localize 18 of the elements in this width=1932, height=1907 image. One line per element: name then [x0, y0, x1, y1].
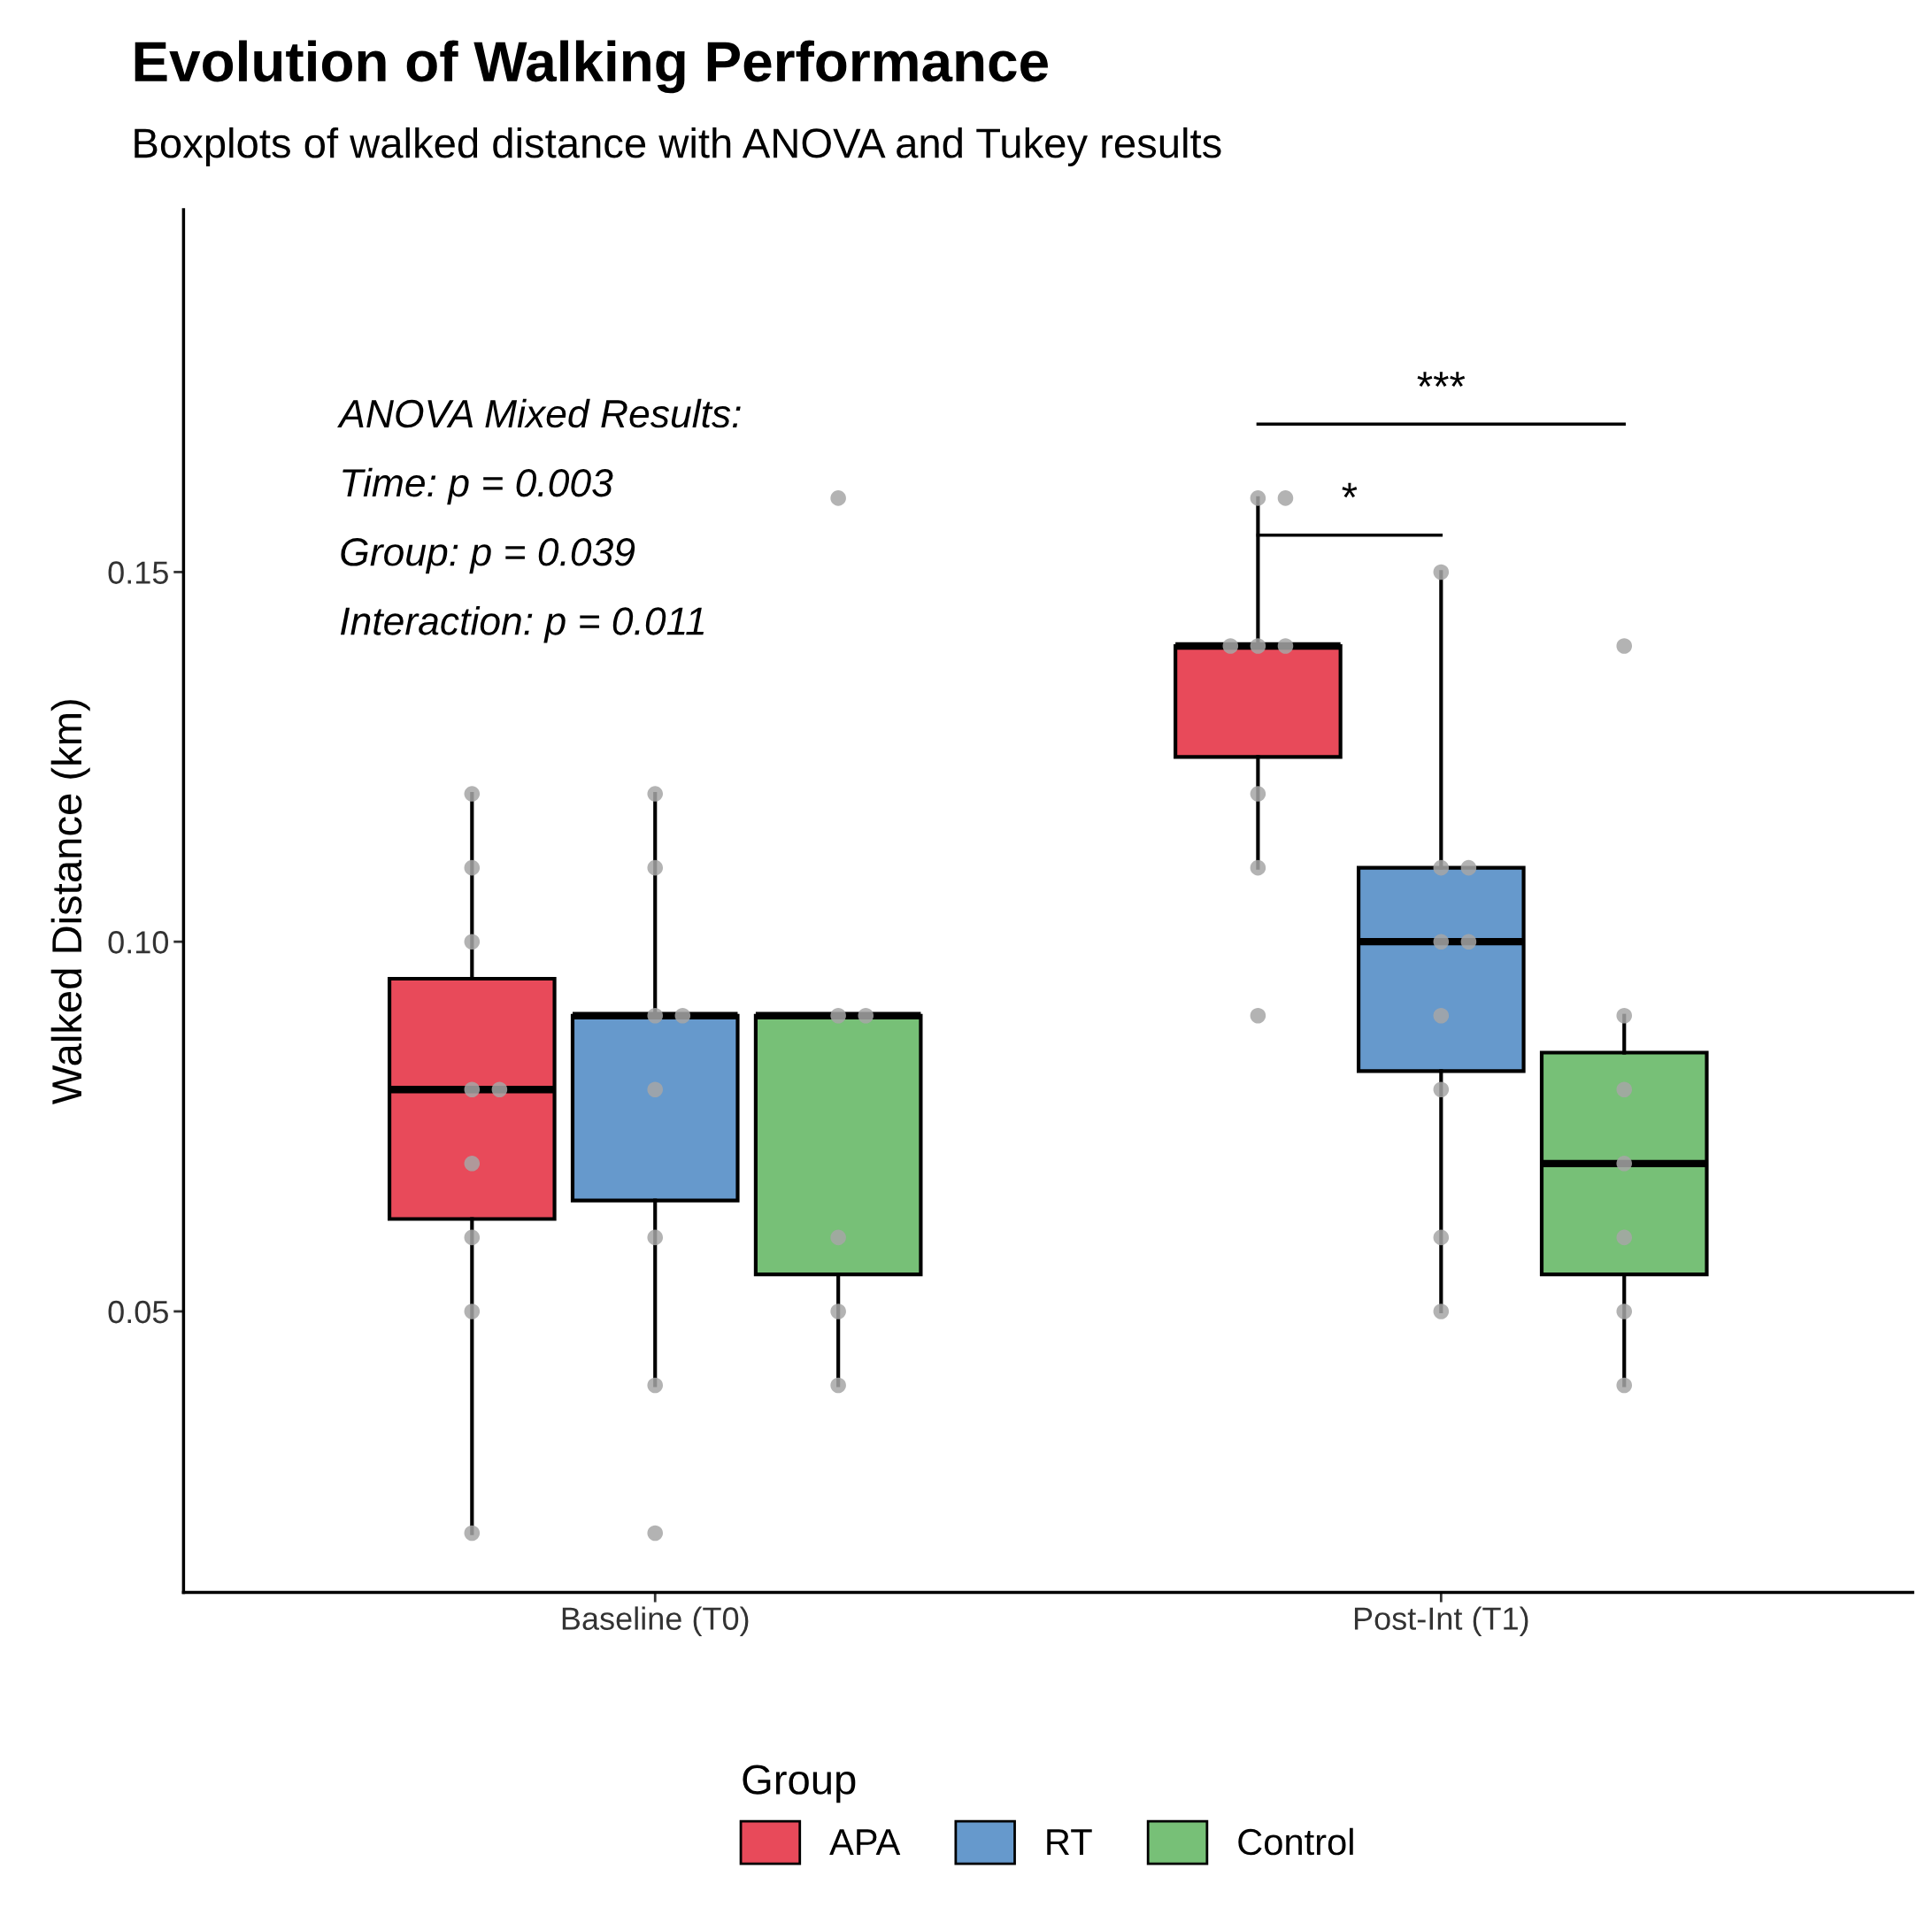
y-tick-label: 0.05 [108, 1300, 168, 1324]
chart-title: Evolution of Walking Performance [135, 40, 1048, 94]
x-tick-label: Post-Int (T1) [1354, 1606, 1528, 1637]
legend-label: RT [1047, 1829, 1092, 1855]
y-axis-title: Walked Distance (km) [50, 700, 90, 1105]
legend-label: Control [1238, 1827, 1353, 1856]
annotation: Time: p = 0.003 [343, 467, 613, 505]
chart-subtitle: Boxplots of walked distance with ANOVA and Tukey results [135, 127, 1221, 166]
x-tick-label: Baseline (T0) [562, 1606, 749, 1637]
legend-label: APA [829, 1829, 901, 1855]
annotation: ANOVA Mixed Results: [337, 398, 741, 428]
annotation: Interaction: p = 0.011 [340, 606, 704, 643]
annotation: Group: p = 0.039 [341, 538, 635, 574]
y-tick-label: 0.10 [108, 931, 169, 954]
annotation: * [1342, 482, 1358, 498]
annotation: *** [1417, 372, 1466, 387]
legend-title: Group [743, 1765, 856, 1803]
y-tick-label: 0.15 [108, 561, 168, 584]
